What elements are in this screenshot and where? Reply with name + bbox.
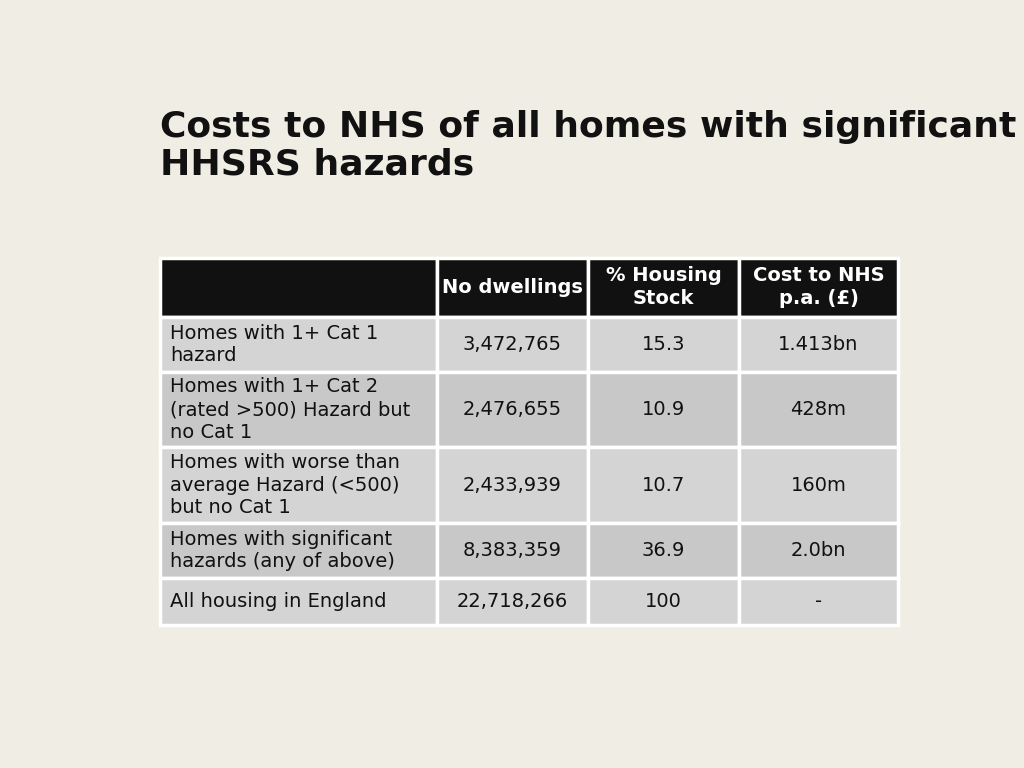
Bar — [436, 258, 588, 317]
Text: Homes with worse than
average Hazard (<500)
but no Cat 1: Homes with worse than average Hazard (<5… — [170, 453, 400, 518]
Bar — [160, 523, 436, 578]
Bar — [588, 523, 739, 578]
Text: 15.3: 15.3 — [642, 335, 685, 354]
Bar — [739, 317, 898, 372]
Text: 22,718,266: 22,718,266 — [457, 592, 567, 611]
Bar — [588, 258, 739, 317]
Text: Homes with 1+ Cat 2
(rated >500) Hazard but
no Cat 1: Homes with 1+ Cat 2 (rated >500) Hazard … — [170, 378, 411, 442]
Text: 8,383,359: 8,383,359 — [463, 541, 561, 560]
Bar — [588, 372, 739, 448]
Text: Homes with 1+ Cat 1
hazard: Homes with 1+ Cat 1 hazard — [170, 323, 378, 366]
Bar — [588, 448, 739, 523]
Text: % Housing
Stock: % Housing Stock — [605, 266, 721, 308]
Text: 100: 100 — [645, 592, 682, 611]
Bar — [436, 523, 588, 578]
Bar — [588, 317, 739, 372]
Bar — [160, 578, 436, 625]
Bar — [436, 317, 588, 372]
Bar — [588, 578, 739, 625]
Text: 3,472,765: 3,472,765 — [463, 335, 561, 354]
Text: 10.7: 10.7 — [642, 475, 685, 495]
Text: 160m: 160m — [791, 475, 847, 495]
Text: Costs to NHS of all homes with significant
HHSRS hazards: Costs to NHS of all homes with significa… — [160, 110, 1016, 182]
Text: All housing in England: All housing in England — [170, 592, 387, 611]
Bar — [436, 372, 588, 448]
Text: 2,476,655: 2,476,655 — [463, 400, 562, 419]
Bar — [739, 578, 898, 625]
Text: 2,433,939: 2,433,939 — [463, 475, 561, 495]
Bar — [436, 448, 588, 523]
Bar — [739, 523, 898, 578]
Bar — [160, 372, 436, 448]
Bar — [739, 448, 898, 523]
Bar — [160, 448, 436, 523]
Text: 36.9: 36.9 — [642, 541, 685, 560]
Text: 1.413bn: 1.413bn — [778, 335, 859, 354]
Bar — [160, 317, 436, 372]
Text: 2.0bn: 2.0bn — [791, 541, 846, 560]
Text: No dwellings: No dwellings — [441, 278, 583, 296]
Text: -: - — [815, 592, 822, 611]
Text: 10.9: 10.9 — [642, 400, 685, 419]
Text: Homes with significant
hazards (any of above): Homes with significant hazards (any of a… — [170, 530, 395, 571]
Text: Cost to NHS
p.a. (£): Cost to NHS p.a. (£) — [753, 266, 885, 308]
Text: 428m: 428m — [791, 400, 847, 419]
Bar — [160, 258, 436, 317]
Bar — [436, 578, 588, 625]
Bar — [739, 258, 898, 317]
Bar — [739, 372, 898, 448]
